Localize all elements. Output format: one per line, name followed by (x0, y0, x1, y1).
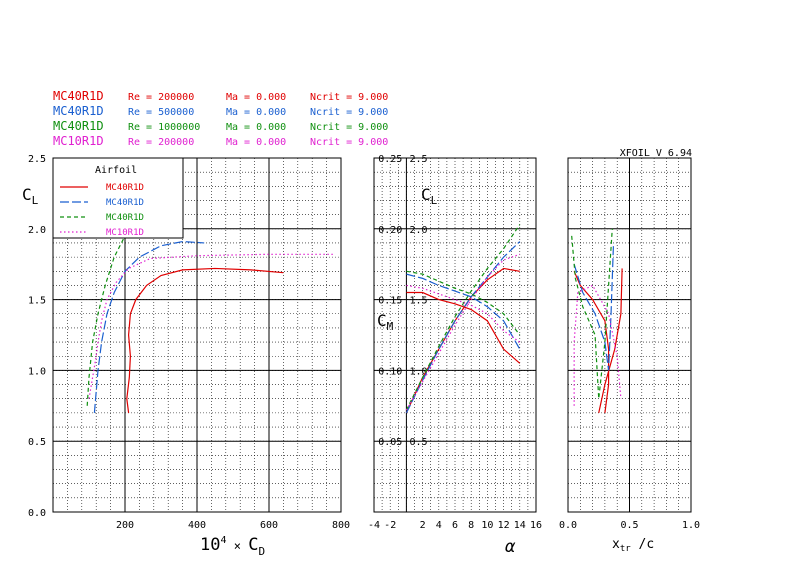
y-axis-label: CL (22, 185, 39, 207)
x-tick-label: 1.0 (682, 520, 700, 531)
cm-tick-label: 0.15 (378, 296, 402, 307)
cm-axis-label: CM (377, 311, 394, 333)
series-line (598, 268, 623, 414)
cl-tick-label: 1.5 (410, 296, 428, 307)
x-axis-label: xtr /c (612, 537, 654, 554)
y-tick-label: 0.0 (28, 508, 46, 519)
run-ncrit: Ncrit = 9.000 (310, 137, 388, 148)
x-tick-label: 2 (420, 520, 426, 531)
cl-tick-label: 2.0 (410, 225, 428, 236)
x-tick-label: 12 (498, 520, 510, 531)
series-line (406, 273, 521, 350)
run-mach: Ma = 0.000 (226, 107, 286, 118)
x-axis-label: α (505, 537, 516, 557)
x-tick-label: -2 (384, 520, 396, 531)
x-tick-label: -4 (368, 520, 380, 531)
cl-tick-label: 1.0 (410, 366, 428, 377)
run-reynolds: Re = 1000000 (128, 122, 200, 133)
x-tick-label: 400 (188, 520, 206, 531)
cm-tick-label: 0.05 (378, 437, 402, 448)
xfoil-version: XFOIL V 6.94 (620, 148, 692, 159)
x-tick-label: 600 (260, 520, 278, 531)
series-line (573, 242, 615, 371)
cl-axis-label: CL (421, 185, 438, 207)
x-tick-label: 0.5 (620, 520, 638, 531)
run-reynolds: Re = 500000 (128, 107, 194, 118)
series-line (126, 267, 284, 413)
run-airfoil: MC40R1D (53, 119, 104, 133)
legend-label: MC40R1D (106, 198, 144, 208)
cl-cd-polar-panel: 0.0 0.5 1.0 1.5 2.0 2.5 200 400 600 800 CL 104 × CD (22, 154, 350, 558)
series-line (406, 291, 521, 364)
cm-tick-label: 0.10 (378, 366, 402, 377)
y-tick-label: 0.5 (28, 437, 46, 448)
cm-tick-label: 0.25 (378, 154, 402, 165)
run-reynolds: Re = 200000 (128, 137, 194, 148)
series-line (571, 228, 613, 399)
run-mach: Ma = 0.000 (226, 137, 286, 148)
series-line (405, 267, 520, 414)
x-tick-label: 800 (332, 520, 350, 531)
legend: Airfoil MC40R1D MC40R1D MC40R1D MC10R1D (52, 157, 184, 239)
series-line (405, 253, 520, 411)
cl-alpha-panel: -4 -2 2 4 6 8 10 12 14 16 0.5 1.0 1.5 2.0 2.5 0.05 0.10 0… (368, 154, 542, 557)
x-tick-label: 10 (481, 520, 493, 531)
x-tick-label: 16 (530, 520, 542, 531)
series-line (405, 224, 521, 411)
run-airfoil: MC40R1D (53, 104, 104, 118)
run-airfoil: MC40R1D (53, 89, 104, 103)
legend-label: MC40R1D (106, 183, 144, 193)
cm-tick-label: 0.20 (378, 225, 402, 236)
x-tick-label: 6 (452, 520, 458, 531)
run-ncrit: Ncrit = 9.000 (310, 92, 388, 103)
run-mach: Ma = 0.000 (226, 122, 286, 133)
legend-label: MC10R1D (106, 228, 144, 238)
legend-label: MC40R1D (106, 213, 144, 223)
x-tick-label: 8 (468, 520, 474, 531)
legend-title: Airfoil (95, 165, 137, 176)
cl-tick-label: 0.5 (410, 437, 428, 448)
run-info: MC40R1D Re = 200000 Ma = 0.000 Ncrit = 9.00… (53, 89, 388, 148)
y-tick-label: 1.0 (28, 366, 46, 377)
run-ncrit: Ncrit = 9.000 (310, 107, 388, 118)
legend-box (52, 157, 184, 239)
cl-xtr-panel: 0.0 0.5 1.0 xtr /c (559, 157, 700, 554)
series-line (405, 241, 521, 414)
series-line (573, 271, 610, 413)
x-axis-label: 104 × CD (200, 535, 265, 558)
series-line (93, 240, 205, 413)
y-tick-label: 2.0 (28, 225, 46, 236)
y-tick-label: 1.5 (28, 296, 46, 307)
x-tick-label: 0.0 (559, 520, 577, 531)
y-tick-label: 2.5 (28, 154, 46, 165)
run-airfoil: MC10R1D (53, 134, 104, 148)
series-line (86, 221, 154, 406)
run-reynolds: Re = 200000 (128, 92, 194, 103)
x-tick-label: 4 (436, 520, 442, 531)
x-tick-label: 200 (116, 520, 134, 531)
run-mach: Ma = 0.000 (226, 92, 286, 103)
cl-tick-label: 2.5 (410, 154, 428, 165)
run-ncrit: Ncrit = 9.000 (310, 122, 388, 133)
x-tick-label: 14 (514, 520, 526, 531)
